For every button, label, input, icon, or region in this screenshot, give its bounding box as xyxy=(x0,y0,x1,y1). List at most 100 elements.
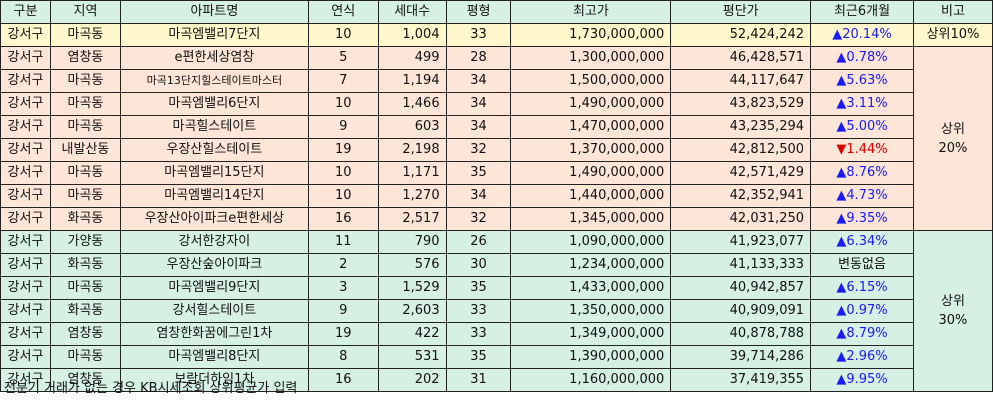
cell-apt: 우장산아이파크e편한세상 xyxy=(119,207,309,231)
cell-units: 422 xyxy=(377,322,447,346)
cell-apt: 강서힐스테이트 xyxy=(119,299,309,323)
cell-dong: 마곡동 xyxy=(49,69,121,93)
cell-age: 10 xyxy=(307,23,379,47)
cell-age: 16 xyxy=(307,368,379,392)
note-top10: 상위10% xyxy=(912,23,993,47)
cell-apt: 강서한강자이 xyxy=(119,230,309,254)
header-cell-max-price: 최고가 xyxy=(510,0,672,24)
cell-apt: 마곡엠밸리6단지 xyxy=(119,92,309,116)
cell-gu: 강서구 xyxy=(0,46,51,70)
cell-dong: 화곡동 xyxy=(49,253,121,277)
table-row: 강서구 마곡동 마곡엠밸리7단지 10 1,004 33 1,730,000,000 52,4… xyxy=(0,23,993,47)
table-row: 강서구 화곡동 강서힐스테이트 9 2,603 33 1,350,000,000 40,909… xyxy=(0,299,993,323)
cell-pyeong: 31 xyxy=(445,368,512,392)
cell-per-pyeong: 46,428,571 xyxy=(670,46,812,70)
cell-units: 202 xyxy=(377,368,447,392)
cell-units: 1,466 xyxy=(377,92,447,116)
cell-change: ▲5.00% xyxy=(810,115,914,139)
cell-gu: 강서구 xyxy=(0,92,51,116)
cell-change: ▲8.79% xyxy=(810,322,914,346)
cell-per-pyeong: 40,909,091 xyxy=(670,299,812,323)
cell-per-pyeong: 41,923,077 xyxy=(670,230,812,254)
cell-apt: 마곡13단지힐스테이트마스터 xyxy=(119,69,309,93)
cell-change: ▲9.35% xyxy=(810,207,914,231)
table-row: 강서구 마곡동 마곡엠밸리15단지 10 1,171 35 1,490,000,000 42,… xyxy=(0,161,993,185)
cell-units: 2,603 xyxy=(377,299,447,323)
cell-age: 7 xyxy=(307,69,379,93)
cell-age: 8 xyxy=(307,345,379,369)
cell-change: ▲6.34% xyxy=(810,230,914,254)
cell-change: ▲3.11% xyxy=(810,92,914,116)
cell-gu: 강서구 xyxy=(0,276,51,300)
cell-units: 499 xyxy=(377,46,447,70)
cell-change: ▲2.96% xyxy=(810,345,914,369)
cell-pyeong: 34 xyxy=(445,184,512,208)
cell-units: 1,171 xyxy=(377,161,447,185)
cell-per-pyeong: 42,352,941 xyxy=(670,184,812,208)
cell-max-price: 1,390,000,000 xyxy=(510,345,672,369)
cell-apt: 마곡힐스테이트 xyxy=(119,115,309,139)
cell-change: ▲0.78% xyxy=(810,46,914,70)
cell-max-price: 1,730,000,000 xyxy=(510,23,672,47)
cell-age: 16 xyxy=(307,207,379,231)
cell-max-price: 1,349,000,000 xyxy=(510,322,672,346)
cell-gu: 강서구 xyxy=(0,207,51,231)
table-row: 강서구 화곡동 우장산숲아이파크 2 576 30 1,234,000,000 41,133,… xyxy=(0,253,993,277)
cell-age: 2 xyxy=(307,253,379,277)
note-top20: 상위 20% xyxy=(912,46,993,231)
table-row: 강서구 마곡동 마곡엠밸리6단지 10 1,466 34 1,490,000,000 43,8… xyxy=(0,92,993,116)
cell-apt: 마곡엠밸리15단지 xyxy=(119,161,309,185)
cell-gu: 강서구 xyxy=(0,115,51,139)
table-row: 강서구 염창동 e편한세상염창 5 499 28 1,300,000,000 46,428,5… xyxy=(0,46,993,231)
cell-pyeong: 33 xyxy=(445,299,512,323)
cell-dong: 내발산동 xyxy=(49,138,121,162)
cell-dong: 마곡동 xyxy=(49,276,121,300)
cell-gu: 강서구 xyxy=(0,299,51,323)
cell-dong: 염창동 xyxy=(49,368,121,392)
cell-age: 3 xyxy=(307,276,379,300)
cell-dong: 마곡동 xyxy=(49,92,121,116)
cell-pyeong: 35 xyxy=(445,345,512,369)
cell-apt: 마곡엠밸리14단지 xyxy=(119,184,309,208)
cell-max-price: 1,300,000,000 xyxy=(510,46,672,70)
cell-gu: 강서구 xyxy=(0,345,51,369)
cell-units: 790 xyxy=(377,230,447,254)
cell-units: 576 xyxy=(377,253,447,277)
table-row: 강서구 화곡동 우장산아이파크e편한세상 16 2,517 32 1,345,000,000… xyxy=(0,207,993,231)
cell-max-price: 1,500,000,000 xyxy=(510,69,672,93)
cell-dong: 화곡동 xyxy=(49,299,121,323)
cell-per-pyeong: 41,133,333 xyxy=(670,253,812,277)
header-cell-apt: 아파트명 xyxy=(119,0,309,24)
cell-units: 1,194 xyxy=(377,69,447,93)
cell-apt: 우장산힐스테이트 xyxy=(119,138,309,162)
cell-dong: 염창동 xyxy=(49,322,121,346)
cell-per-pyeong: 42,031,250 xyxy=(670,207,812,231)
table-row: 강서구 마곡동 마곡힐스테이트 9 603 34 1,470,000,000 43,235,2… xyxy=(0,115,993,139)
cell-change: ▼1.44% xyxy=(810,138,914,162)
cell-pyeong: 32 xyxy=(445,207,512,231)
cell-change: ▲5.63% xyxy=(810,69,914,93)
cell-change: ▲9.95% xyxy=(810,368,914,392)
cell-dong: 마곡동 xyxy=(49,161,121,185)
cell-pyeong: 30 xyxy=(445,253,512,277)
cell-apt: 염창한화꿈에그린1차 xyxy=(119,322,309,346)
cell-dong: 가양동 xyxy=(49,230,121,254)
cell-pyeong: 35 xyxy=(445,161,512,185)
cell-dong: 마곡동 xyxy=(49,184,121,208)
cell-gu: 강서구 xyxy=(0,138,51,162)
cell-gu: 강서구 xyxy=(0,253,51,277)
cell-per-pyeong: 42,812,500 xyxy=(670,138,812,162)
cell-pyeong: 34 xyxy=(445,69,512,93)
cell-dong: 화곡동 xyxy=(49,207,121,231)
cell-pyeong: 32 xyxy=(445,138,512,162)
cell-max-price: 1,470,000,000 xyxy=(510,115,672,139)
header-cell-age: 연식 xyxy=(307,0,379,24)
cell-units: 2,517 xyxy=(377,207,447,231)
table-row: 강서구 마곡동 마곡엠밸리14단지 10 1,270 34 1,440,000,000 42,… xyxy=(0,184,993,208)
cell-change: ▲0.97% xyxy=(810,299,914,323)
cell-pyeong: 35 xyxy=(445,276,512,300)
cell-dong: 마곡동 xyxy=(49,115,121,139)
cell-apt: 마곡엠밸리9단지 xyxy=(119,276,309,300)
cell-age: 9 xyxy=(307,115,379,139)
